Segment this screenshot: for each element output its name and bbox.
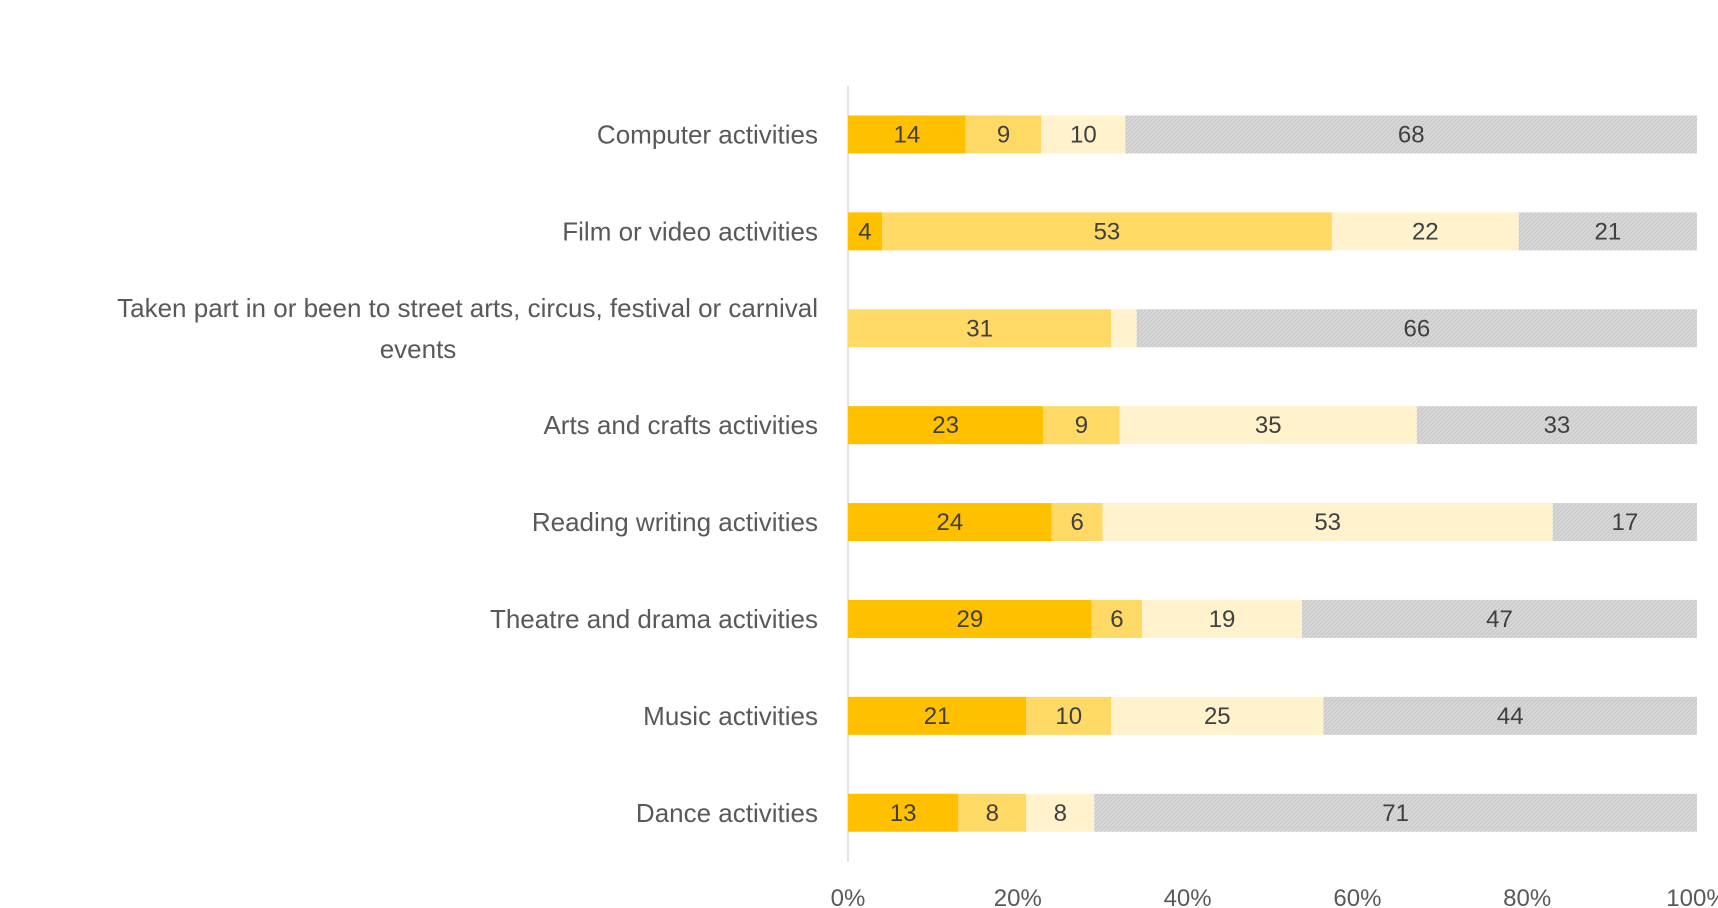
x-tick-labels: 0% 20% 40% 60% 80% 100% — [831, 885, 1718, 908]
category-label: Arts and crafts activities — [543, 410, 818, 440]
data-label: 13 — [890, 800, 917, 827]
bar-segment — [1026, 696, 1112, 735]
bar-segment — [848, 599, 1092, 638]
data-label: 23 — [932, 412, 959, 439]
data-label: 10 — [1070, 121, 1097, 148]
bar-segment — [848, 115, 966, 154]
category-label: Reading writing activities — [532, 507, 818, 537]
bar-segment — [1026, 793, 1095, 832]
data-label: 29 — [957, 606, 984, 633]
bar-segment — [1416, 406, 1697, 445]
data-label: 9 — [997, 121, 1010, 148]
data-label: 47 — [1486, 606, 1513, 633]
category-label: Computer activities — [597, 119, 818, 149]
data-label: 53 — [1314, 509, 1341, 536]
data-label: 14 — [893, 121, 920, 148]
x-tick-label: 0% — [831, 885, 866, 908]
data-label: 10 — [1055, 703, 1082, 730]
data-label: 6 — [1110, 606, 1123, 633]
category-label: Taken part in or been to street arts, ci… — [117, 293, 818, 323]
bar-segment — [1111, 309, 1137, 348]
bar-segment — [1125, 115, 1697, 154]
category-labels: Computer activities Film or video activit… — [117, 119, 818, 827]
bar-segment — [1142, 599, 1302, 638]
category-label: Music activities — [643, 701, 818, 731]
bar-segment — [1136, 309, 1697, 348]
category-label: events — [380, 334, 457, 364]
bar-segment — [1552, 503, 1697, 542]
data-label: 53 — [1094, 218, 1121, 245]
x-tick-label: 40% — [1164, 885, 1212, 908]
data-label: 68 — [1398, 121, 1425, 148]
bar-segment — [848, 503, 1052, 542]
data-label: 4 — [858, 218, 871, 245]
bar-segment — [848, 406, 1044, 445]
x-tick-label: 60% — [1333, 885, 1381, 908]
bar-segment — [881, 212, 1332, 251]
bar-segment — [965, 115, 1042, 154]
bars-layer: 14 9 10 68 4 53 22 21 31 66 23 9 35 33 24 6 53 17 29 6 19 47 2… — [848, 115, 1697, 832]
category-label: Theatre and drama activities — [490, 604, 818, 634]
bar-segment — [1051, 503, 1103, 542]
bar-segment — [1331, 212, 1519, 251]
data-label: 21 — [1595, 218, 1622, 245]
data-label: 8 — [1054, 800, 1067, 827]
category-label: Dance activities — [636, 798, 818, 828]
bar-segment — [1094, 793, 1697, 832]
bar-segment — [1301, 599, 1697, 638]
data-label: 22 — [1412, 218, 1439, 245]
bar-segment — [1111, 696, 1324, 735]
data-label: 6 — [1071, 509, 1084, 536]
bar-segment — [848, 309, 1112, 348]
bar-segment — [1518, 212, 1697, 251]
data-label: 8 — [986, 800, 999, 827]
x-tick-label: 20% — [994, 885, 1042, 908]
data-label: 66 — [1403, 315, 1430, 342]
bar-segment — [958, 793, 1027, 832]
data-label: 44 — [1497, 703, 1524, 730]
data-label: 9 — [1075, 412, 1088, 439]
data-label: 33 — [1544, 412, 1571, 439]
x-tick-label: 100% — [1666, 885, 1718, 908]
data-label: 31 — [966, 315, 993, 342]
data-label: 24 — [937, 509, 964, 536]
data-label: 19 — [1209, 606, 1236, 633]
category-label: Film or video activities — [562, 216, 818, 246]
bar-segment — [1323, 696, 1697, 735]
data-label: 21 — [924, 703, 951, 730]
data-label: 17 — [1611, 509, 1638, 536]
bar-segment — [1119, 406, 1417, 445]
data-label: 25 — [1204, 703, 1231, 730]
data-label: 35 — [1255, 412, 1282, 439]
bar-segment — [848, 793, 959, 832]
x-tick-label: 80% — [1503, 885, 1551, 908]
bar-segment — [1102, 503, 1553, 542]
bar-segment — [1041, 115, 1126, 154]
bar-segment — [1091, 599, 1143, 638]
data-label: 71 — [1382, 800, 1409, 827]
bar-segment — [848, 212, 882, 251]
bar-segment — [848, 696, 1027, 735]
bar-segment — [1043, 406, 1120, 445]
